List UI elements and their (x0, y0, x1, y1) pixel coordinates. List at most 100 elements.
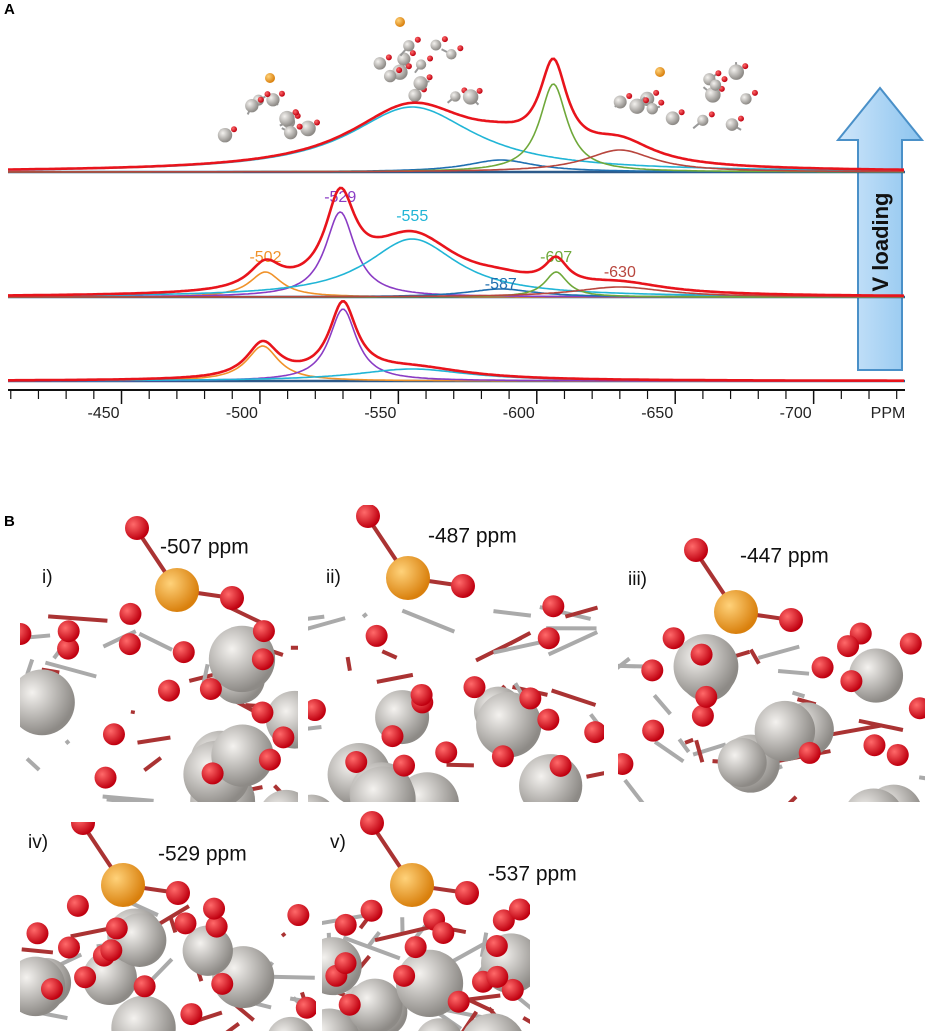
bond (106, 797, 149, 802)
structure-numeral: v) (330, 832, 346, 853)
panel-label: A (4, 1, 15, 18)
atom (542, 595, 565, 618)
atom (373, 57, 387, 70)
atom (740, 93, 752, 105)
bond (618, 656, 631, 670)
bond (522, 1016, 530, 1025)
atom (251, 701, 274, 724)
bond (564, 605, 599, 619)
atom (278, 90, 285, 97)
bond (550, 688, 597, 707)
atom (463, 676, 486, 699)
atom (725, 118, 739, 131)
o-atom (71, 822, 95, 835)
atom (653, 89, 660, 96)
atom (418, 1018, 461, 1031)
bond (64, 739, 71, 745)
x-tick-label: -600 (503, 405, 535, 422)
atom (728, 64, 744, 80)
atom (848, 788, 899, 802)
bond (308, 616, 346, 631)
atom (584, 721, 604, 744)
bond (918, 775, 925, 781)
atom (111, 995, 176, 1031)
atom (430, 39, 442, 51)
atom (283, 125, 298, 140)
atom (754, 700, 816, 762)
atom (295, 996, 316, 1019)
atom (268, 1016, 314, 1031)
bond (374, 924, 433, 943)
atom (26, 922, 49, 945)
bond (446, 762, 474, 768)
structure-image (308, 505, 604, 802)
atom (492, 909, 515, 932)
bond (280, 932, 287, 938)
bond (143, 756, 163, 772)
o-atom (220, 586, 244, 610)
atom (211, 972, 234, 995)
atom (697, 114, 709, 126)
atom (157, 679, 180, 702)
v-atom (386, 556, 430, 600)
atom (715, 70, 722, 77)
bond (44, 660, 97, 679)
bond (25, 658, 35, 676)
atom (322, 1008, 359, 1031)
structure-numeral: i) (42, 567, 53, 588)
atom (662, 627, 685, 650)
v-atom (714, 590, 758, 634)
atom (205, 915, 228, 938)
structure-numeral: iv) (28, 832, 48, 853)
molecule-sketches (217, 17, 758, 143)
loading-arrow (835, 86, 925, 371)
bond (361, 612, 368, 619)
atom (105, 917, 128, 940)
spectra: -502-529-555-587-607-630-450 -500 -550 -600… (7, 57, 906, 422)
peak-label: -555 (396, 208, 428, 225)
o-atom (451, 574, 475, 598)
atom (404, 936, 427, 959)
atom (485, 934, 508, 957)
atom (252, 620, 275, 643)
x-axis-label: PPM (871, 405, 906, 422)
x-tick-label: -650 (641, 405, 673, 422)
x-tick-label: -700 (780, 405, 812, 422)
atom (74, 966, 97, 989)
atom (642, 719, 665, 742)
atom (172, 641, 195, 664)
bond (653, 740, 685, 764)
atom (537, 708, 560, 731)
fit-sum (8, 57, 904, 171)
atom (450, 91, 461, 102)
atom (462, 89, 479, 105)
atom (338, 993, 361, 1016)
bond (168, 915, 178, 934)
bond (342, 935, 401, 961)
bond (137, 735, 171, 745)
bond (777, 669, 810, 676)
bond (493, 609, 532, 618)
bond (791, 690, 806, 699)
bond (787, 795, 798, 802)
x-tick-label: -550 (364, 405, 396, 422)
atom (695, 685, 718, 708)
atom (334, 952, 357, 975)
bond (451, 927, 467, 935)
atom (264, 91, 271, 98)
atom (665, 111, 680, 126)
peak-label: -587 (485, 276, 517, 293)
atom (345, 750, 368, 773)
atom (102, 723, 125, 746)
atom (626, 93, 633, 100)
bond (21, 947, 54, 955)
atom (94, 766, 117, 789)
atom (491, 745, 514, 768)
atom (292, 109, 299, 116)
atom (486, 965, 509, 988)
bond (547, 630, 599, 657)
structure-image (20, 822, 316, 1031)
atom (82, 950, 137, 1006)
atom (57, 620, 80, 643)
atom (180, 1003, 203, 1026)
